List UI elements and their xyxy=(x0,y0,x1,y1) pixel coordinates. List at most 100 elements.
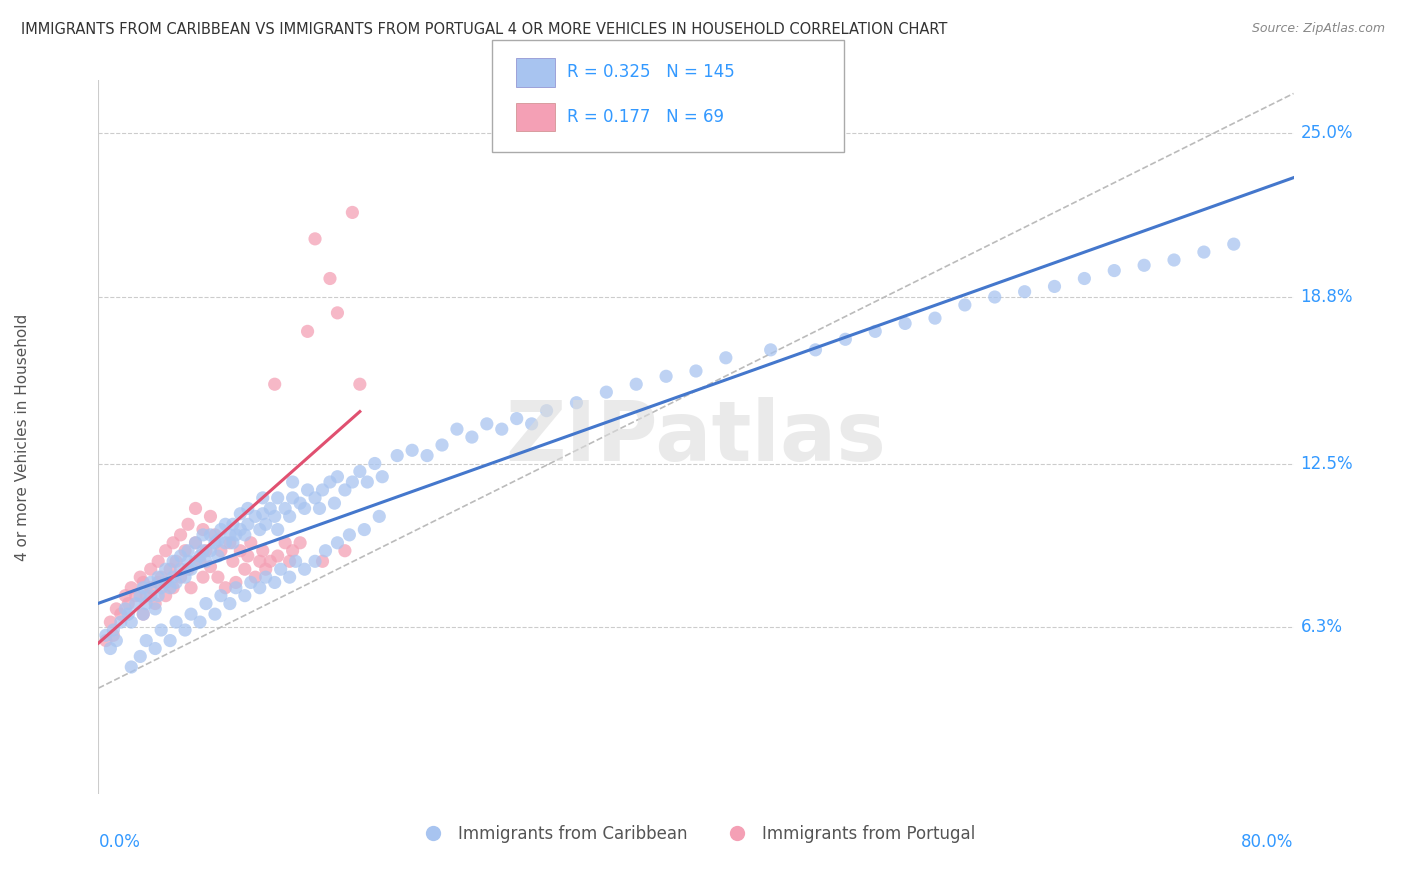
Point xyxy=(219,528,242,542)
Point xyxy=(103,628,125,642)
Point xyxy=(304,232,326,246)
Point xyxy=(98,641,122,656)
Point xyxy=(188,615,211,629)
Point xyxy=(204,528,226,542)
Text: 6.3%: 6.3% xyxy=(1301,618,1343,636)
Point xyxy=(249,581,271,595)
Point xyxy=(245,570,267,584)
Point xyxy=(342,475,364,489)
Point xyxy=(162,570,184,584)
Point xyxy=(143,602,166,616)
Point xyxy=(165,615,187,629)
Point xyxy=(236,549,259,563)
Text: Source: ZipAtlas.com: Source: ZipAtlas.com xyxy=(1251,22,1385,36)
Point xyxy=(288,496,311,510)
Point xyxy=(1223,237,1246,252)
Point xyxy=(304,554,326,568)
Point xyxy=(150,570,173,584)
Point xyxy=(174,543,197,558)
Point xyxy=(139,575,162,590)
Point xyxy=(254,517,277,532)
Point xyxy=(155,562,177,576)
Point xyxy=(148,570,170,584)
Point xyxy=(180,607,202,622)
Point xyxy=(129,649,152,664)
Point xyxy=(984,290,1007,304)
Point xyxy=(326,536,349,550)
Point xyxy=(120,615,142,629)
Point xyxy=(626,377,648,392)
Text: 12.5%: 12.5% xyxy=(1301,455,1353,473)
Text: 4 or more Vehicles in Household: 4 or more Vehicles in Household xyxy=(14,313,30,561)
Point xyxy=(222,554,245,568)
Text: 80.0%: 80.0% xyxy=(1241,833,1294,851)
Point xyxy=(364,457,387,471)
Point xyxy=(233,589,256,603)
Point xyxy=(297,483,319,497)
Point xyxy=(349,377,371,392)
Point xyxy=(252,491,274,505)
Point xyxy=(191,528,214,542)
Point xyxy=(177,554,200,568)
Point xyxy=(834,332,856,346)
Point xyxy=(139,581,162,595)
Point xyxy=(155,575,177,590)
Point xyxy=(294,562,316,576)
Point xyxy=(132,581,155,595)
Point xyxy=(125,597,148,611)
Point xyxy=(446,422,468,436)
Point xyxy=(207,533,229,548)
Point xyxy=(207,549,229,563)
Point xyxy=(110,615,132,629)
Point xyxy=(236,501,259,516)
Point xyxy=(219,536,242,550)
Point xyxy=(759,343,782,357)
Point xyxy=(520,417,543,431)
Point xyxy=(1043,279,1066,293)
Point xyxy=(229,543,252,558)
Point xyxy=(177,562,200,576)
Point xyxy=(225,575,247,590)
Point xyxy=(506,411,529,425)
Point xyxy=(274,501,297,516)
Point xyxy=(252,507,274,521)
Point xyxy=(536,403,558,417)
Point xyxy=(188,549,211,563)
Point xyxy=(281,475,304,489)
Point xyxy=(162,536,184,550)
Text: R = 0.325   N = 145: R = 0.325 N = 145 xyxy=(567,63,734,81)
Point xyxy=(214,536,236,550)
Point xyxy=(319,271,342,285)
Point xyxy=(333,543,356,558)
Point xyxy=(461,430,484,444)
Point xyxy=(894,317,917,331)
Point xyxy=(200,528,222,542)
Point xyxy=(94,628,117,642)
Point xyxy=(353,523,375,537)
Point xyxy=(120,581,142,595)
Point xyxy=(165,554,187,568)
Point xyxy=(135,633,157,648)
Point xyxy=(249,523,271,537)
Point xyxy=(267,523,290,537)
Point xyxy=(125,589,148,603)
Point xyxy=(319,475,342,489)
Point xyxy=(267,549,290,563)
Point xyxy=(804,343,827,357)
Point xyxy=(294,501,316,516)
Point xyxy=(1104,263,1126,277)
Point xyxy=(219,597,242,611)
Point xyxy=(159,581,181,595)
Point xyxy=(162,581,184,595)
Point xyxy=(94,633,117,648)
Point xyxy=(105,602,128,616)
Point xyxy=(105,633,128,648)
Point xyxy=(401,443,423,458)
Point xyxy=(368,509,391,524)
Point xyxy=(475,417,498,431)
Point xyxy=(169,570,191,584)
Point xyxy=(308,501,330,516)
Point xyxy=(143,597,166,611)
Point xyxy=(188,554,211,568)
Point xyxy=(311,554,333,568)
